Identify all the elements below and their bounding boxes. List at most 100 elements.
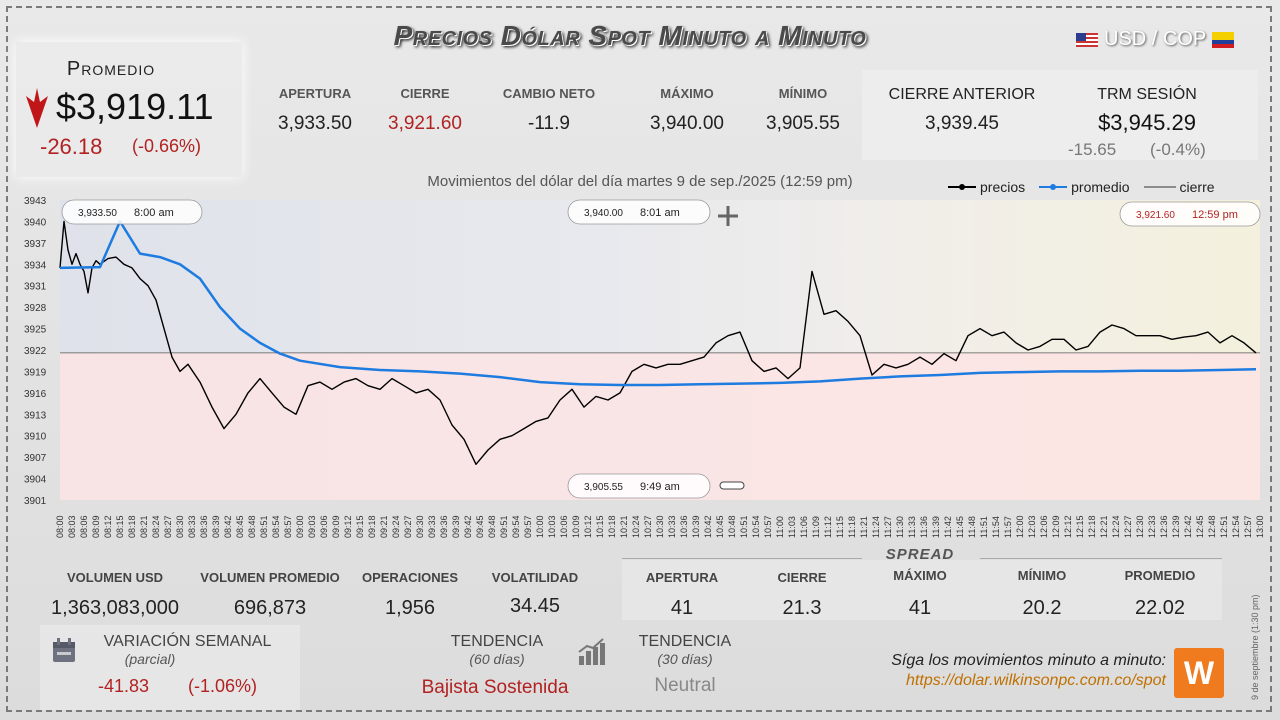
x-tick-label: 08:21: [139, 515, 149, 538]
y-tick-label: 3901: [24, 496, 47, 507]
x-tick-label: 10:42: [703, 515, 713, 538]
x-tick-label: 09:30: [415, 515, 425, 538]
x-tick-label: 08:03: [67, 515, 77, 538]
x-tick-label: 11:24: [871, 516, 881, 538]
x-tick-label: 08:09: [91, 515, 101, 538]
callout-open-time: 8:00 am: [134, 207, 174, 219]
x-tick-label: 10:00: [535, 515, 545, 538]
x-tick-label: 09:21: [379, 515, 389, 538]
average-label: Promedio: [66, 58, 156, 80]
top-stat-3: MÁXIMO 3,940.00: [622, 86, 752, 135]
x-tick-label: 10:33: [667, 515, 677, 538]
x-tick-label: 12:30: [1135, 515, 1145, 538]
x-tick-label: 11:45: [955, 516, 965, 538]
y-tick-label: 3943: [24, 196, 47, 207]
x-tick-label: 11:09: [811, 516, 821, 538]
x-tick-label: 09:09: [331, 515, 341, 538]
x-tick-label: 12:12: [1063, 515, 1073, 538]
x-tick-label: 10:24: [631, 515, 641, 538]
x-tick-label: 10:57: [763, 515, 773, 538]
side-note: 9 de septiembre (1:30 pm): [1250, 594, 1260, 700]
follow-text: Síga los movimientos minuto a minuto:: [891, 652, 1166, 669]
us-flag-icon: [1076, 32, 1098, 47]
legend-promedio: promedio: [1039, 179, 1130, 195]
chart-caption: Movimientos del dólar del día martes 9 d…: [427, 173, 853, 190]
spread-title: SPREAD: [885, 546, 955, 563]
average-panel: Promedio $3,919.11 -26.18 (-0.66%): [16, 42, 242, 177]
trend60-sub: (60 días): [469, 651, 525, 667]
x-tick-label: 10:18: [607, 515, 617, 538]
x-tick-label: 10:03: [547, 515, 557, 538]
spread-divider-right: [980, 558, 1222, 559]
range-handle: [719, 481, 745, 490]
volume-usd-label: VOLUMEN USD: [66, 570, 164, 585]
x-tick-label: 11:51: [979, 516, 989, 538]
x-tick-label: 12:27: [1123, 515, 1133, 538]
x-tick-label: 10:12: [583, 515, 593, 538]
x-tick-label: 12:18: [1087, 515, 1097, 538]
prev-close-label: CIERRE ANTERIOR: [888, 86, 1036, 103]
x-tick-label: 12:15: [1075, 515, 1085, 538]
x-tick-label: 11:00: [775, 516, 785, 538]
x-tick-label: 08:54: [271, 515, 281, 538]
legend-precios: precios: [948, 179, 1025, 195]
callout-open-value: 3,933.50: [78, 208, 117, 219]
x-tick-label: 10:39: [691, 515, 701, 538]
trend60-label: TENDENCIA: [450, 633, 544, 650]
x-tick-label: 12:39: [1171, 515, 1181, 538]
page-frame: [6, 6, 1272, 712]
x-tick-label: 12:54: [1231, 515, 1241, 538]
x-tick-label: 11:15: [835, 516, 845, 538]
x-tick-label: 11:42: [943, 516, 953, 538]
volatility-value: 34.45: [509, 595, 561, 617]
top-stat-label: CIERRE: [400, 86, 450, 101]
x-tick-label: 11:30: [895, 516, 905, 538]
x-tick-label: 09:12: [343, 515, 353, 538]
prev-close-value: 3,939.45: [925, 113, 999, 134]
x-tick-label: 10:36: [679, 515, 689, 538]
y-tick-label: 3913: [24, 410, 47, 421]
x-tick-label: 08:24: [151, 515, 161, 538]
volatility-label: VOLATILIDAD: [491, 570, 579, 585]
trm-value: $3,945.29: [1098, 110, 1196, 135]
x-tick-label: 10:21: [619, 515, 629, 538]
callout-max-value: 3,940.00: [584, 208, 623, 219]
top-stat-2: CAMBIO NETO -11.9: [484, 86, 614, 135]
x-tick-label: 08:42: [223, 515, 233, 538]
x-tick-label: 11:39: [931, 516, 941, 538]
x-tick-label: 12:21: [1099, 515, 1109, 538]
y-tick-label: 3931: [24, 282, 47, 293]
callout-max-time: 8:01 am: [640, 207, 680, 219]
y-tick-label: 3940: [24, 217, 47, 228]
top-stat-value: 3,933.50: [278, 113, 352, 134]
spread-label: CIERRE: [777, 570, 827, 585]
x-tick-label: 09:48: [487, 515, 497, 538]
y-tick-label: 3937: [24, 239, 47, 250]
volume-avg-label: VOLUMEN PROMEDIO: [200, 570, 340, 585]
x-tick-label: 11:57: [1003, 516, 1013, 538]
wilkinson-logo-icon[interactable]: W: [1174, 648, 1224, 698]
x-tick-label: 11:33: [907, 516, 917, 538]
weekly-pct: (-1.06%): [188, 676, 258, 696]
spread-value: 22.02: [1134, 597, 1186, 619]
x-tick-label: 10:48: [727, 515, 737, 538]
legend-cierre: cierre: [1143, 179, 1215, 195]
x-tick-label: 10:15: [595, 515, 605, 538]
x-tick-label: 12:06: [1039, 515, 1049, 538]
x-tick-label: 08:36: [199, 515, 209, 538]
follow-link[interactable]: https://dolar.wilkinsonpc.com.co/spot: [906, 672, 1166, 689]
callout-min-value: 3,905.55: [584, 482, 623, 493]
x-tick-label: 12:09: [1051, 515, 1061, 538]
x-tick-label: 09:51: [499, 515, 509, 538]
price-chart: 3901 3904 3907 3910 3913 3916 3919 3922 3925 3928…: [24, 196, 1265, 538]
callout-close-box: [1119, 201, 1261, 227]
x-tick-label: 12:36: [1159, 515, 1169, 538]
x-tick-label: 09:24: [391, 515, 401, 538]
y-tick-label: 3919: [24, 367, 47, 378]
chart-legend: precios promedio cierre: [948, 179, 1215, 195]
x-tick-label: 12:24: [1111, 515, 1121, 538]
spread-label: MÁXIMO: [893, 568, 947, 583]
x-tick-label: 08:30: [175, 515, 185, 538]
x-tick-label: 08:06: [79, 515, 89, 538]
x-tick-label: 12:42: [1183, 515, 1193, 538]
